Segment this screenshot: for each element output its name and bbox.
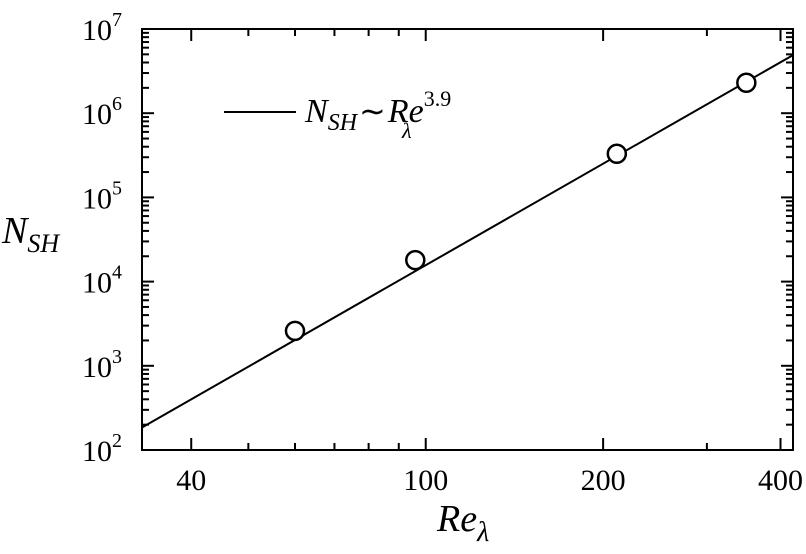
x-tick-label: 400 [758,464,803,497]
y-tick-exponent: 3 [112,346,122,368]
y-ticks [142,28,793,451]
y-tick-label: 102 [82,430,122,468]
y-axis-label-main: N [1,210,30,252]
legend-n: N [304,93,330,130]
data-point [405,249,426,271]
y-tick-exponent: 2 [112,430,122,452]
legend-re-sup: 3.9 [424,86,452,111]
data-point [736,72,757,93]
y-axis-label-sub: SH [27,229,60,258]
legend-sim: ∼ [359,93,386,129]
x-tick-label: 200 [581,464,626,497]
y-tick-label: 106 [82,93,122,131]
x-axis-label-sub: λ [476,517,489,548]
y-tick-base: 10 [82,182,112,215]
y-tick-base: 10 [82,351,112,384]
y-tick-exponent: 4 [112,262,122,284]
x-tick-labels: 40 100 200 400 [176,464,803,497]
data-point [606,143,628,164]
legend-re: Re [387,93,424,130]
y-axis-label: NSH [1,210,60,258]
data-points [284,72,757,342]
data-point [284,320,306,342]
y-tick-label: 105 [82,177,122,215]
x-ticks [190,29,782,450]
y-tick-label: 104 [82,262,122,300]
plot-frame [141,28,794,451]
x-axis-label: Reλ [436,498,489,548]
y-tick-label: 107 [82,9,122,47]
legend: NSH∼Re3.9 λ [224,86,451,143]
legend-re-sub: λ [401,118,412,143]
y-tick-base: 10 [82,14,112,47]
legend-label: NSH∼Re3.9 λ [304,86,451,143]
y-tick-base: 10 [82,435,112,468]
y-tick-base: 10 [82,267,112,300]
y-tick-exponent: 6 [112,93,122,115]
y-tick-label: 103 [82,346,122,384]
y-tick-exponent: 5 [112,177,122,199]
y-tick-exponent: 7 [112,9,122,31]
y-tick-base: 10 [82,98,112,131]
x-tick-label: 100 [403,464,448,497]
legend-n-sub: SH [328,110,359,136]
x-axis-label-main: Re [436,498,477,540]
x-tick-label: 40 [176,464,206,497]
fit-line [141,54,794,429]
